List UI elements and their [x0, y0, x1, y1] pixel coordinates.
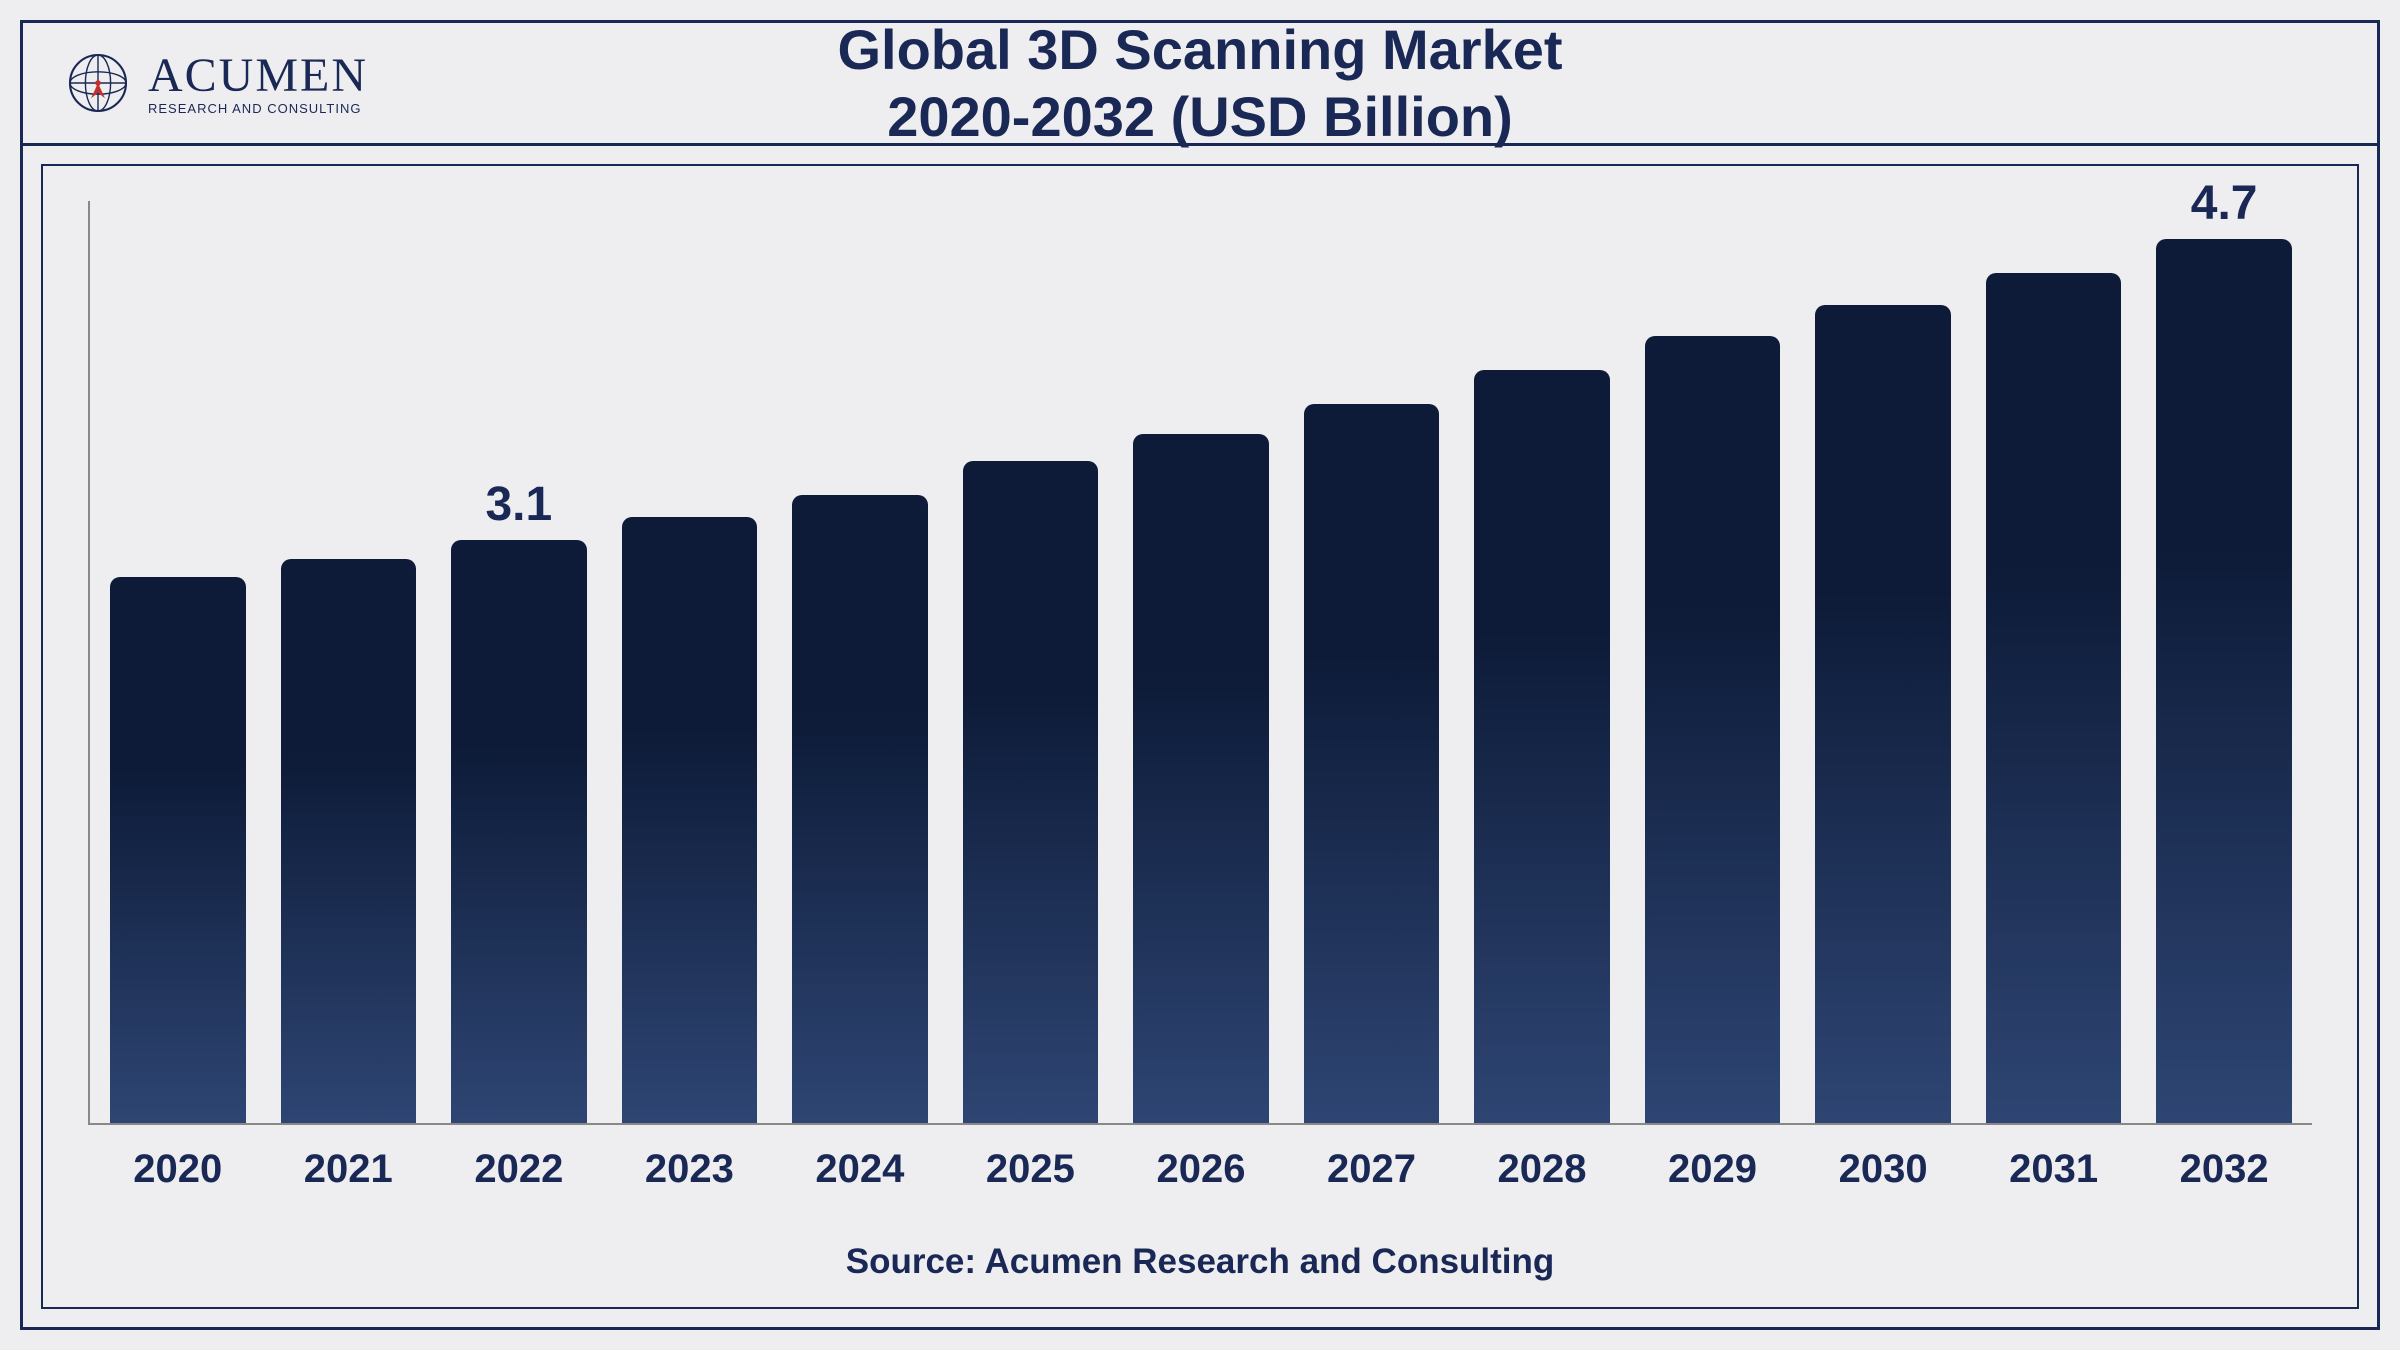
bar-slot: [792, 201, 928, 1123]
bar: [1815, 305, 1951, 1124]
bar-value-label: 4.7: [2191, 176, 2258, 231]
x-axis-label: 2022: [451, 1147, 587, 1192]
bar: [110, 577, 246, 1123]
bar-slot: [1304, 201, 1440, 1123]
bar-slot: [963, 201, 1099, 1123]
chart-area: 3.14.7 202020212022202320242025202620272…: [23, 146, 2377, 1327]
x-axis-labels: 2020 2021 2022 2023 2024 2025 2026 2027 2028 2029…: [88, 1125, 2312, 1192]
chart-title-line1: Global 3D Scanning Market: [23, 16, 2377, 83]
bar-slot: [1645, 201, 1781, 1123]
x-axis-label: 2023: [622, 1147, 758, 1192]
bar-value-label: 3.1: [485, 477, 552, 532]
bar-slot: [110, 201, 246, 1123]
x-axis-label: 2030: [1815, 1147, 1951, 1192]
plot-region: 3.14.7 202020212022202320242025202620272…: [88, 201, 2312, 1192]
globe-icon: [63, 48, 133, 118]
bars-container: 3.1 4.7: [88, 201, 2312, 1125]
bar-slot: [1986, 201, 2122, 1123]
x-axis-label: 2020: [110, 1147, 246, 1192]
x-axis-label: 2031: [1986, 1147, 2122, 1192]
x-axis-label: 2029: [1645, 1147, 1781, 1192]
bar-slot: [1133, 201, 1269, 1123]
header-section: ACUMEN RESEARCH AND CONSULTING Global 3D…: [23, 23, 2377, 146]
outer-frame: ACUMEN RESEARCH AND CONSULTING Global 3D…: [20, 20, 2380, 1330]
bar: [1645, 336, 1781, 1123]
chart-frame: 3.14.7 202020212022202320242025202620272…: [41, 164, 2359, 1309]
bar-slot: [622, 201, 758, 1123]
x-axis-label: 2028: [1474, 1147, 1610, 1192]
x-axis-label: 2025: [963, 1147, 1099, 1192]
bar: [963, 461, 1099, 1123]
logo-text: ACUMEN RESEARCH AND CONSULTING: [148, 52, 368, 115]
bar-slot: [281, 201, 417, 1123]
bar: [622, 517, 758, 1123]
x-axis-label: 2021: [281, 1147, 417, 1192]
x-axis-label: 2032: [2156, 1147, 2292, 1192]
chart-title-wrap: Global 3D Scanning Market 2020-2032 (USD…: [23, 16, 2377, 150]
bar-slot: [1474, 201, 1610, 1123]
bar-slot: [1815, 201, 1951, 1123]
bar: [792, 495, 928, 1123]
bar-slot: 4.7: [2156, 201, 2292, 1123]
bar-slot: 3.1: [451, 201, 587, 1123]
source-attribution: Source: Acumen Research and Consulting: [88, 1192, 2312, 1282]
bar: [1474, 370, 1610, 1123]
logo-company-name: ACUMEN: [148, 52, 368, 100]
chart-title-line2: 2020-2032 (USD Billion): [23, 83, 2377, 150]
x-axis-label: 2026: [1133, 1147, 1269, 1192]
bar: [1304, 404, 1440, 1123]
bar: [451, 540, 587, 1123]
logo-tagline: RESEARCH AND CONSULTING: [148, 102, 368, 115]
bar: [2156, 239, 2292, 1123]
x-axis-label: 2024: [792, 1147, 928, 1192]
bar: [1986, 273, 2122, 1123]
company-logo: ACUMEN RESEARCH AND CONSULTING: [63, 48, 368, 118]
x-axis-label: 2027: [1304, 1147, 1440, 1192]
bar: [281, 559, 417, 1123]
bar: [1133, 434, 1269, 1123]
